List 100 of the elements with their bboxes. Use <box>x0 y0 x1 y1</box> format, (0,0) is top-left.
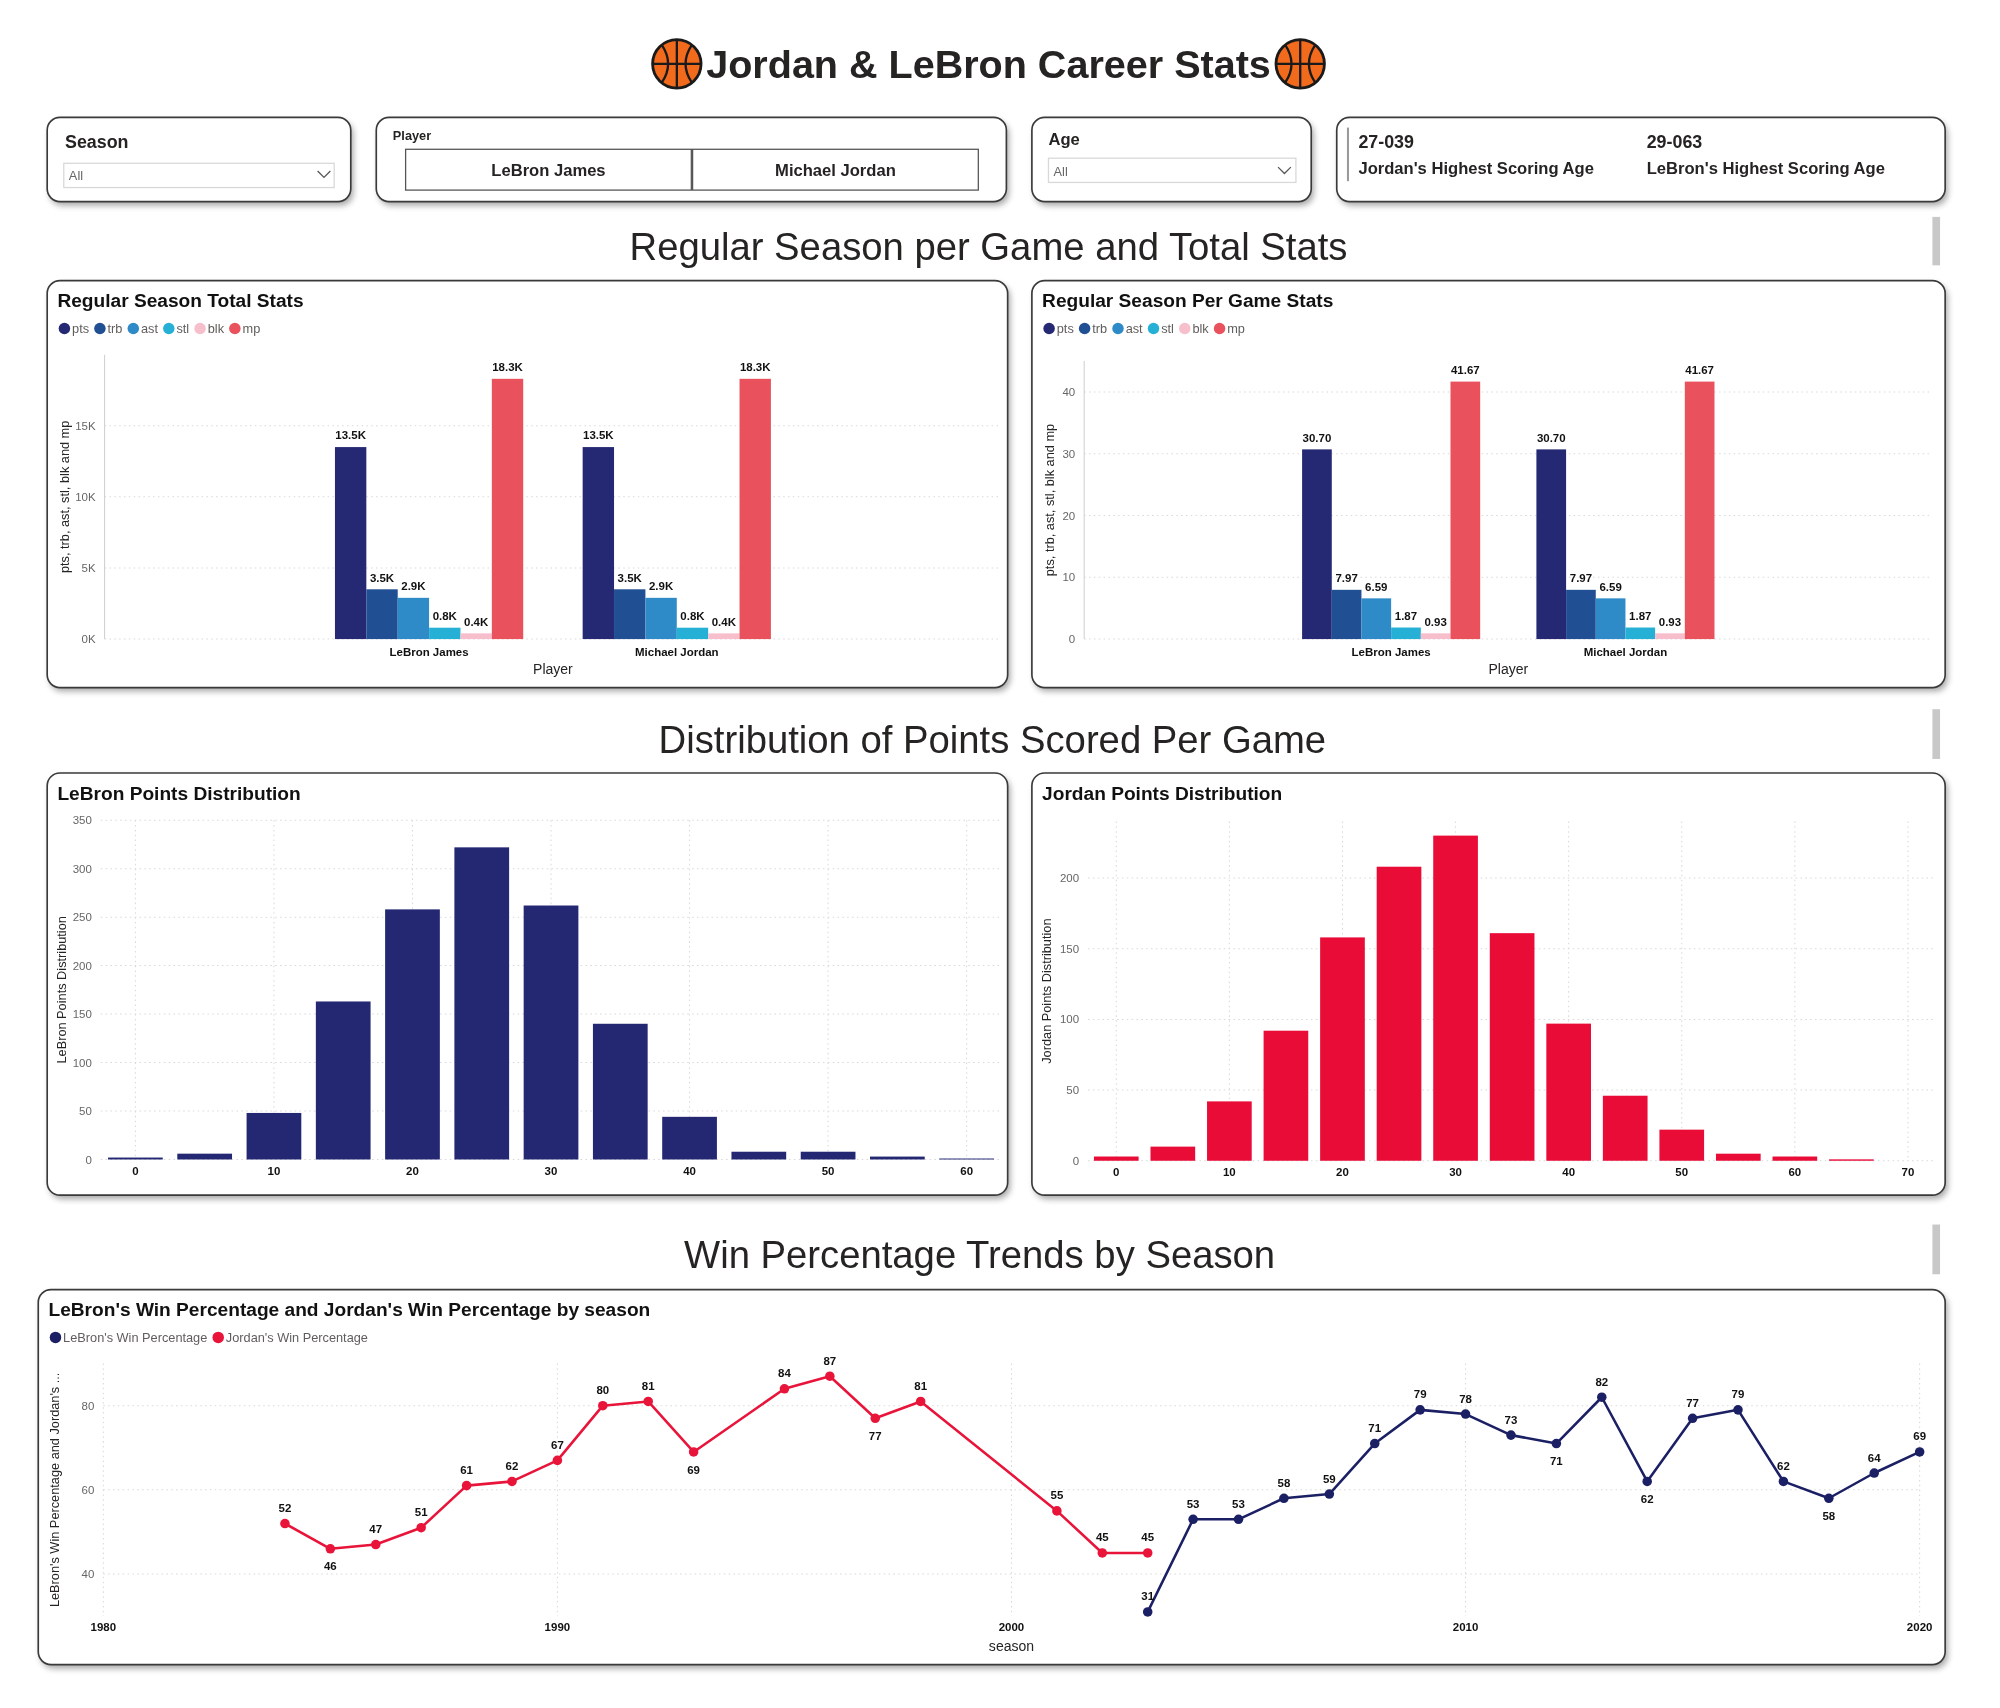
x-tick-label: 20 <box>406 1164 419 1177</box>
y-tick-label: 50 <box>1066 1084 1080 1097</box>
data-label: 77 <box>868 1429 882 1442</box>
chart-title: Regular Season Total Stats <box>57 290 304 312</box>
point <box>1324 1489 1335 1499</box>
bar <box>1655 633 1685 640</box>
bar <box>523 905 579 1160</box>
point <box>1642 1476 1652 1487</box>
y-axis-title: Jordan Points Distribution <box>1039 918 1055 1064</box>
x-tick-label: 50 <box>821 1164 835 1177</box>
data-label: 62 <box>1777 1459 1790 1472</box>
data-label: 2.9K <box>648 580 674 593</box>
y-tick-label: 40 <box>1062 385 1076 398</box>
data-label: 18.3K <box>492 361 524 374</box>
point <box>1142 1548 1153 1558</box>
text: Season <box>65 132 129 153</box>
bar <box>614 589 646 640</box>
data-label: 84 <box>778 1367 792 1380</box>
chart-title: Jordan Points Distribution <box>1042 782 1283 804</box>
data-label: 30.70 <box>1536 431 1566 444</box>
data-label: 82 <box>1595 1375 1609 1388</box>
data-label: 45 <box>1141 1531 1155 1544</box>
data-label: 6.59 <box>1599 580 1622 593</box>
y-axis-title: pts, trb, ast, stl, blk and mp <box>1041 423 1057 577</box>
bar <box>582 447 615 640</box>
text: All <box>1053 164 1068 180</box>
data-label: 31 <box>1141 1590 1155 1603</box>
data-label: 30.70 <box>1302 431 1332 444</box>
legend-label: trb <box>107 320 123 336</box>
x-tick-label: 40 <box>683 1164 696 1177</box>
data-label: 53 <box>1186 1497 1200 1510</box>
y-tick-label: 10K <box>75 490 96 503</box>
chart-title: LeBron's Win Percentage and Jordan's Win Percentage by season <box>48 1299 651 1321</box>
point <box>915 1396 926 1407</box>
point <box>688 1447 699 1457</box>
y-tick-label: 300 <box>72 862 92 875</box>
bar <box>1361 598 1392 640</box>
data-label: 58 <box>1277 1476 1291 1489</box>
legend-label: stl <box>176 320 190 336</box>
y-tick-label: 5K <box>81 562 97 575</box>
bar <box>1546 1023 1591 1161</box>
point <box>1506 1430 1516 1440</box>
y-tick-label: 80 <box>81 1399 95 1412</box>
bar <box>731 1151 787 1160</box>
text: LeBron's Highest Scoring Age <box>1646 158 1885 178</box>
data-label: 81 <box>914 1379 928 1392</box>
x-tick-label: 30 <box>544 1164 558 1177</box>
y-tick-label: 250 <box>72 911 92 924</box>
point <box>280 1518 290 1529</box>
y-tick-label: 30 <box>1062 447 1076 460</box>
y-tick-label: 15K <box>75 419 96 432</box>
y-tick-label: 0 <box>1068 633 1076 646</box>
x-tick-label: 2000 <box>998 1621 1025 1634</box>
text: Player <box>392 128 432 144</box>
bar <box>1595 598 1626 640</box>
data-label: 13.5K <box>335 429 367 442</box>
text: Regular Season per Game and Total Stats <box>629 225 1348 269</box>
bar <box>315 1001 371 1160</box>
point <box>779 1384 790 1394</box>
bar <box>1331 589 1362 640</box>
data-label: 46 <box>323 1560 337 1573</box>
data-label: 69 <box>687 1463 701 1476</box>
bar <box>334 447 367 640</box>
bar <box>1602 1095 1648 1161</box>
x-tick-label: 60 <box>1788 1166 1802 1179</box>
chart-title: Regular Season Per Game Stats <box>1042 290 1334 312</box>
legend-label: ast <box>140 320 159 336</box>
y-tick-label: 50 <box>79 1105 92 1118</box>
data-label: 0.8K <box>432 610 458 623</box>
point <box>1733 1405 1743 1415</box>
data-label: 64 <box>1867 1451 1882 1464</box>
y-tick-label: 0 <box>85 1153 92 1166</box>
point <box>1869 1468 1880 1478</box>
bar <box>1207 1101 1252 1161</box>
y-tick-label: 60 <box>81 1483 95 1496</box>
text: Jordan's Highest Scoring Age <box>1358 158 1594 178</box>
legend-label: blk <box>207 320 225 336</box>
y-axis-title: LeBron's Win Percentage and Jordan's ... <box>46 1372 62 1608</box>
point <box>870 1413 881 1424</box>
data-label: 0.93 <box>1658 615 1682 628</box>
x-tick-label: 70 <box>1901 1166 1915 1179</box>
bar <box>1715 1153 1761 1161</box>
point <box>1279 1493 1289 1504</box>
x-tick-label: 1980 <box>90 1621 117 1634</box>
data-label: 47 <box>369 1523 383 1536</box>
data-label: 18.3K <box>739 361 772 374</box>
legend-label: blk <box>1192 320 1210 336</box>
x-tick-label: 50 <box>1675 1166 1689 1179</box>
bar <box>1536 449 1567 640</box>
chart-title: LeBron Points Distribution <box>57 782 301 804</box>
point <box>1914 1447 1925 1457</box>
y-tick-label: 40 <box>81 1568 95 1581</box>
bar <box>1450 381 1481 640</box>
bar <box>1376 866 1422 1161</box>
text: Distribution of Points Scored Per Game <box>658 717 1327 761</box>
bar <box>1320 937 1365 1161</box>
text: Age <box>1048 130 1080 150</box>
x-tick-label: 60 <box>960 1164 974 1177</box>
y-tick-label: 0 <box>1072 1154 1080 1167</box>
bar <box>1420 633 1451 640</box>
